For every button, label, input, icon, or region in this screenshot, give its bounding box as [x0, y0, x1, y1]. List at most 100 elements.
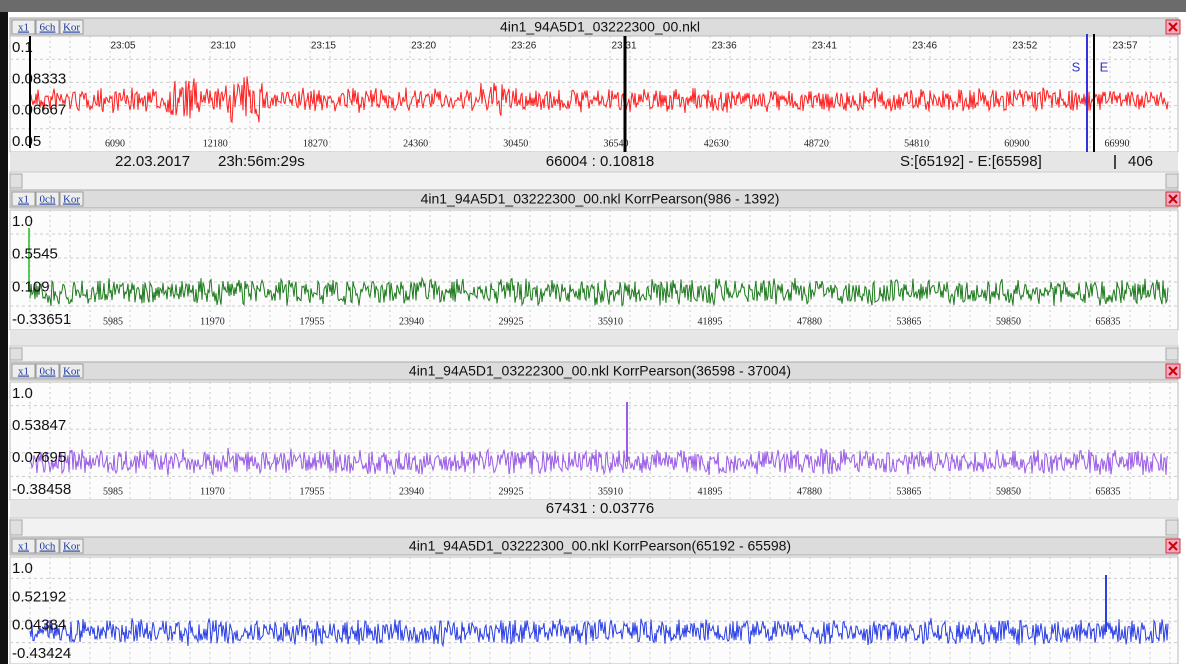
header-button-label[interactable]: x1 [18, 194, 29, 206]
time-label: 23:10 [211, 41, 236, 52]
sample-label: 47880 [797, 316, 822, 327]
time-label: 23:36 [712, 41, 737, 52]
y-axis-label: 0.53847 [12, 417, 66, 434]
time-label: 23:05 [110, 41, 135, 52]
close-icon [1168, 541, 1178, 551]
sample-label: 30450 [503, 138, 528, 149]
status-cursor-value: 67431 : 0.03776 [546, 500, 654, 517]
sample-label: 29925 [499, 316, 524, 327]
sample-label: 54810 [904, 138, 929, 149]
y-axis-label: -0.33651 [12, 311, 71, 328]
time-label: 23:20 [411, 41, 436, 52]
sample-label: 48720 [804, 138, 829, 149]
scrollbar[interactable] [9, 171, 1179, 191]
scroll-right-button[interactable] [1165, 347, 1179, 361]
y-axis-label: 1.0 [12, 213, 33, 230]
header-button-label[interactable]: Kor [63, 541, 80, 553]
status-range: S:[65192] - E:[65598] [900, 153, 1042, 170]
scrollbar[interactable] [9, 345, 1179, 363]
sample-label: 53865 [897, 486, 922, 497]
signal-trace [29, 76, 1169, 124]
header-button[interactable] [11, 538, 36, 554]
signal-trace [29, 276, 1169, 308]
time-label: 23:26 [511, 41, 536, 52]
sample-label: 24360 [403, 138, 428, 149]
header-button[interactable] [59, 538, 84, 554]
header-button[interactable] [11, 19, 36, 35]
status-bar [10, 500, 1178, 518]
header-button-label[interactable]: 6ch [40, 22, 56, 34]
signal-trace [29, 618, 1169, 648]
scroll-right-button[interactable] [1165, 519, 1179, 536]
scroll-right-button[interactable] [1165, 173, 1179, 189]
header-button[interactable] [35, 19, 60, 35]
header-button-label[interactable]: 0ch [40, 194, 56, 206]
close-icon [1168, 22, 1178, 32]
header-button[interactable] [59, 363, 84, 379]
sample-label: 65835 [1096, 486, 1121, 497]
signal-trace [29, 447, 1169, 477]
sample-label: 35910 [598, 486, 623, 497]
sample-label: 11970 [200, 486, 225, 497]
header-button[interactable] [35, 363, 60, 379]
header-button-label[interactable]: Kor [63, 194, 80, 206]
panel-title: 4in1_94A5D1_03222300_00.nkl KorrPearson(… [409, 538, 791, 554]
sample-label: 35910 [598, 316, 623, 327]
header-button[interactable] [11, 363, 36, 379]
status-bar [10, 152, 1178, 172]
end-marker-label: E [1100, 59, 1109, 74]
sample-label: 41895 [698, 316, 723, 327]
header-button[interactable] [35, 538, 60, 554]
plot-area [9, 381, 1179, 501]
header-button[interactable] [59, 191, 84, 207]
sample-label: 29925 [499, 486, 524, 497]
time-label: 23:46 [912, 41, 937, 52]
header-button-label[interactable]: 0ch [40, 366, 56, 378]
y-axis-label: -0.43424 [12, 645, 71, 662]
scroll-left-button[interactable] [9, 519, 23, 536]
header-button-label[interactable]: Kor [63, 366, 80, 378]
header-button[interactable] [35, 191, 60, 207]
sample-label: 41895 [698, 486, 723, 497]
scrollbar[interactable] [9, 517, 1179, 538]
header-button-label[interactable]: Kor [63, 22, 80, 34]
sample-label: 5985 [103, 316, 123, 327]
time-label: 23:57 [1112, 41, 1137, 52]
panel-title: 4in1_94A5D1_03222300_00.nkl KorrPearson(… [421, 191, 780, 207]
start-marker-label: S [1072, 59, 1081, 74]
status-cursor-value: 66004 : 0.10818 [546, 153, 654, 170]
sample-label: 18270 [303, 138, 328, 149]
window-left-edge [0, 12, 8, 664]
scroll-left-button[interactable] [9, 173, 23, 189]
y-axis-label: 0.06667 [12, 102, 66, 119]
status-length: 406 [1128, 153, 1153, 170]
y-axis-label: 0.04384 [12, 617, 66, 634]
sample-label: 12180 [203, 138, 228, 149]
sample-label: 59850 [996, 316, 1021, 327]
sample-label: 53865 [897, 316, 922, 327]
header-button-label[interactable]: x1 [18, 366, 29, 378]
sample-label: 66990 [1105, 138, 1130, 149]
plot-area [9, 209, 1179, 331]
header-button-label[interactable]: x1 [18, 22, 29, 34]
status-bar [10, 330, 1178, 346]
y-axis-label: -0.38458 [12, 481, 71, 498]
sample-label: 36540 [604, 138, 629, 149]
y-axis-label: 0.109 [12, 278, 50, 295]
sample-label: 11970 [200, 316, 225, 327]
time-label: 23:41 [812, 41, 837, 52]
y-axis-label: 0.07695 [12, 449, 66, 466]
window-top-bar [0, 0, 1186, 12]
sample-label: 42630 [704, 138, 729, 149]
header-button-label[interactable]: x1 [18, 541, 29, 553]
status-time: 23h:56m:29s [218, 153, 305, 170]
time-label: 23:52 [1012, 41, 1037, 52]
sample-label: 17955 [300, 316, 325, 327]
header-button-label[interactable]: 0ch [40, 541, 56, 553]
header-button[interactable] [59, 19, 84, 35]
header-button[interactable] [11, 191, 36, 207]
scroll-left-button[interactable] [9, 347, 23, 361]
sample-label: 17955 [300, 486, 325, 497]
sample-label: 23940 [399, 486, 424, 497]
